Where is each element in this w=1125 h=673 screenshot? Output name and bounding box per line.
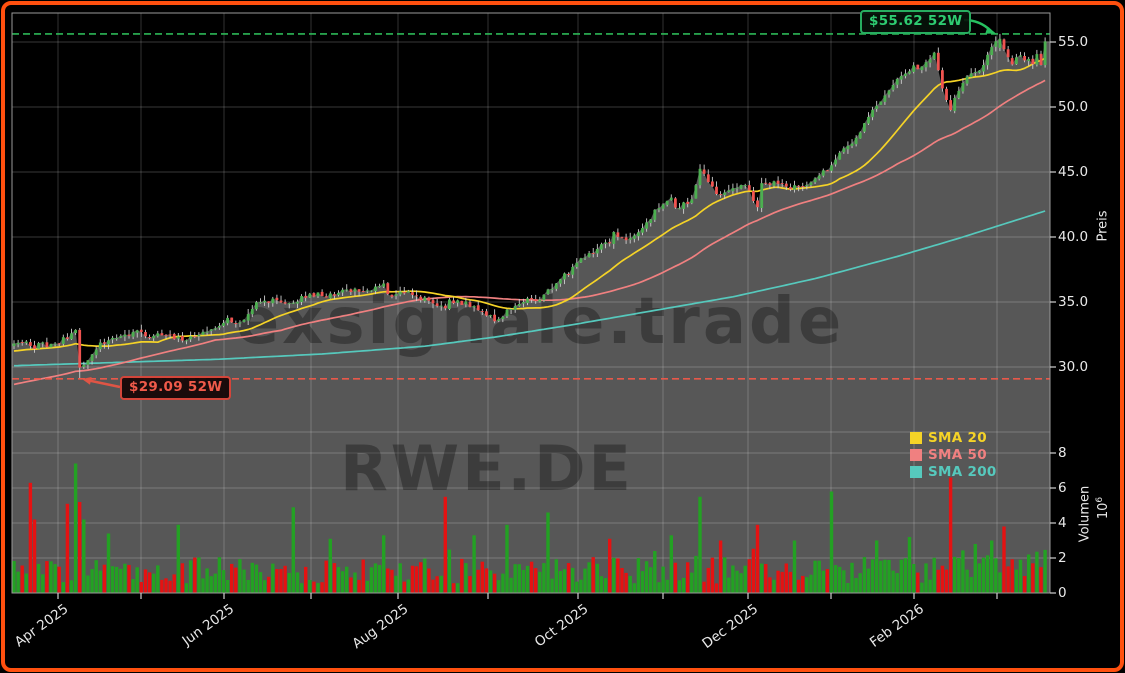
- price-tick-label: 55.0: [1058, 34, 1089, 50]
- plot-border: [11, 12, 1051, 594]
- time-tick-label: Jun 2025: [179, 601, 238, 650]
- sma-200-line: [13, 210, 1046, 367]
- legend-label: SMA 20: [928, 429, 987, 446]
- time-tick-label: Oct 2025: [531, 601, 592, 651]
- price-tick-label: 40.0: [1058, 229, 1089, 245]
- axis-tick-marks: [57, 41, 1056, 599]
- brand-watermark: exsignale.trade: [236, 285, 845, 359]
- high-52w-annotation: $55.62 52W: [860, 10, 972, 34]
- price-tick-label: 35.0: [1058, 294, 1089, 310]
- volume-tick-label: 0: [1058, 585, 1067, 601]
- low-52w-label: $29.09 52W: [129, 379, 223, 395]
- volume-bars: [12, 463, 1047, 594]
- volume-tick-label: 4: [1058, 515, 1067, 531]
- candles: [12, 33, 1047, 379]
- price-tick-label: 30.0: [1058, 359, 1089, 375]
- time-tick-label: Feb 2026: [867, 601, 928, 651]
- legend-swatch: [910, 465, 922, 478]
- legend-row: SMA 200: [910, 463, 997, 480]
- volume-axis-title: Volumen: [1077, 485, 1093, 543]
- legend-swatch: [910, 431, 922, 444]
- low-annotation-arrowhead: [82, 377, 92, 385]
- volume-scale-label: 106: [1094, 496, 1112, 520]
- high-52w-label: $55.62 52W: [869, 13, 963, 29]
- sma-legend: SMA 20 SMA 50 SMA 200: [910, 429, 997, 480]
- volume-tick-label: 6: [1058, 480, 1067, 496]
- legend-swatch: [910, 448, 922, 461]
- sma-50-line: [13, 79, 1046, 386]
- volume-tick-label: 2: [1058, 550, 1067, 566]
- legend-row: SMA 50: [910, 446, 997, 463]
- sma-20-line: [13, 57, 1046, 352]
- price-tick-label: 45.0: [1058, 164, 1089, 180]
- time-tick-label: Apr 2025: [11, 601, 72, 651]
- price-tick-label: 50.0: [1058, 99, 1089, 115]
- legend-label: SMA 200: [928, 463, 997, 480]
- legend-row: SMA 20: [910, 429, 997, 446]
- price-axis-title: Preis: [1095, 210, 1111, 242]
- symbol-watermark: RWE.DE: [340, 432, 634, 505]
- legend-label: SMA 50: [928, 446, 987, 463]
- low-52w-annotation: $29.09 52W: [120, 376, 232, 400]
- high-annotation-arrowhead: [985, 26, 996, 34]
- price-area-fill: [12, 38, 1050, 594]
- time-tick-label: Dec 2025: [699, 601, 762, 653]
- volume-tick-label: 8: [1058, 445, 1067, 461]
- time-tick-label: Aug 2025: [349, 601, 412, 653]
- low-annotation-arrow: [88, 379, 121, 389]
